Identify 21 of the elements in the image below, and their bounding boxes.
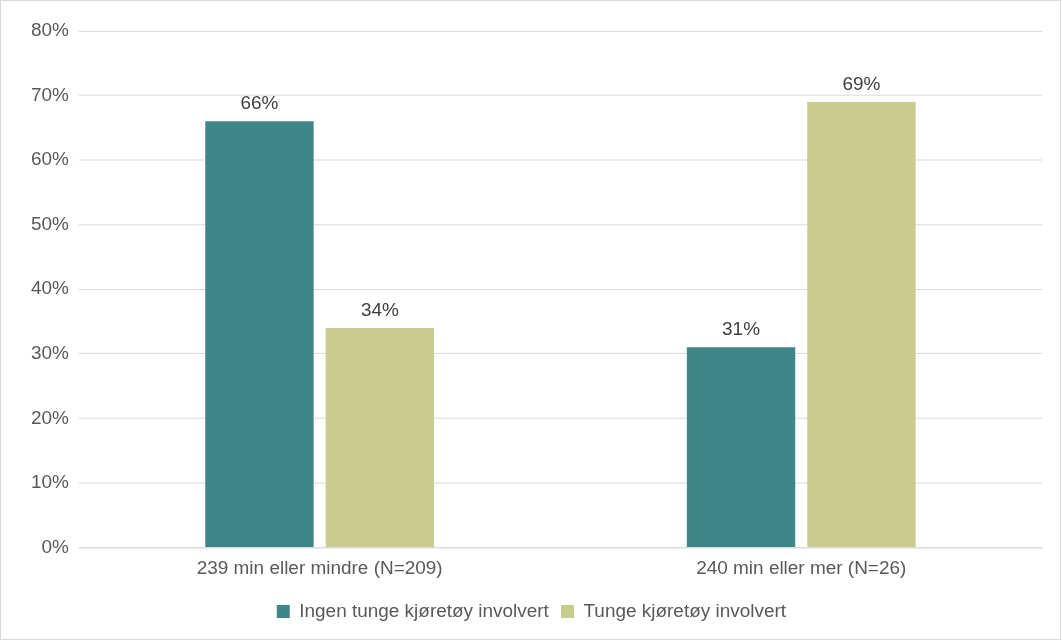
legend-label: Tunge kjøretøy involvert [583,599,787,621]
bar [686,347,796,547]
legend-label: Ingen tunge kjøretøy involvert [299,599,550,621]
bar [205,121,314,547]
bar [807,101,916,547]
x-tick-label: 240 min eller mer (N=26) [696,557,907,579]
bar [325,327,435,547]
y-tick-label: 60% [30,148,70,170]
y-tick-label: 10% [30,471,70,493]
y-tick-label: 80% [30,19,70,41]
data-label: 66% [240,92,279,114]
y-tick-label: 70% [30,83,70,105]
data-label: 31% [722,318,761,340]
y-tick-label: 30% [30,342,70,363]
data-label: 69% [842,72,881,94]
x-tick-label: 239 min eller mindre (N=209) [196,557,443,579]
data-label: 34% [360,298,399,320]
y-tick-label: 50% [30,212,70,234]
y-tick-label: 40% [30,277,70,299]
y-tick-label: 0% [41,535,70,557]
y-tick-label: 20% [30,406,70,428]
